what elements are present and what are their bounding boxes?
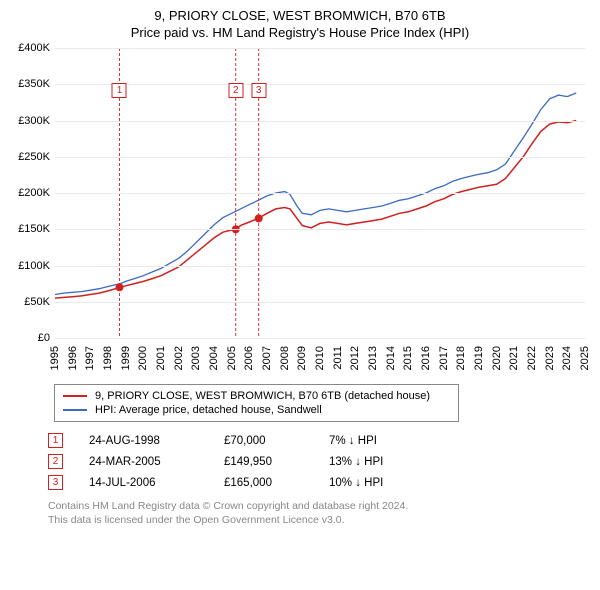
y-tick-label: £300K [10,115,50,127]
x-tick-label: 2010 [314,346,326,370]
gridline-h [55,193,585,194]
footer-line-2: This data is licensed under the Open Gov… [48,513,590,527]
y-tick-label: £150K [10,223,50,235]
title-block: 9, PRIORY CLOSE, WEST BROMWICH, B70 6TB … [10,8,590,40]
x-tick-label: 2002 [173,346,185,370]
x-tick-label: 2023 [544,346,556,370]
x-tick-label: 2011 [332,346,344,370]
sale-row-price: £70,000 [224,435,329,447]
gridline-h [55,338,585,339]
x-tick-label: 2009 [296,346,308,370]
y-tick-label: £250K [10,151,50,163]
sale-row-num: 2 [48,454,63,469]
sale-marker-box: 3 [251,83,266,98]
x-tick-label: 1997 [84,346,96,370]
sale-marker-point [115,283,123,291]
sale-row: 2 24-MAR-2005£149,95013% ↓ HPI [48,451,590,472]
y-tick-label: £200K [10,187,50,199]
legend-row: 9, PRIORY CLOSE, WEST BROMWICH, B70 6TB … [63,389,450,403]
sale-row-date: 14-JUL-2006 [89,477,224,489]
title-line-2: Price paid vs. HM Land Registry's House … [10,25,590,40]
chart-area: £0£50K£100K£150K£200K£250K£300K£350K£400… [10,48,590,378]
x-tick-label: 2019 [473,346,485,370]
y-tick-label: £350K [10,78,50,90]
x-tick-label: 2007 [261,346,273,370]
x-tick-label: 2022 [526,346,538,370]
x-tick-label: 1998 [102,346,114,370]
x-tick-label: 1996 [67,346,79,370]
sale-row-delta: 10% ↓ HPI [329,477,429,489]
x-tick-label: 2004 [208,346,220,370]
y-tick-label: £100K [10,260,50,272]
x-tick-label: 2016 [420,346,432,370]
sale-row-date: 24-AUG-1998 [89,435,224,447]
sale-marker-box: 2 [228,83,243,98]
legend-box: 9, PRIORY CLOSE, WEST BROMWICH, B70 6TB … [54,384,459,422]
sale-row-date: 24-MAR-2005 [89,456,224,468]
y-tick-label: £50K [10,296,50,308]
legend-swatch [63,395,87,397]
sale-marker-point [255,214,263,222]
x-tick-label: 2018 [455,346,467,370]
x-tick-label: 2001 [155,346,167,370]
sale-table: 1 24-AUG-1998£70,0007% ↓ HPI 2 24-MAR-2005£… [48,430,590,493]
x-tick-label: 1999 [120,346,132,370]
sale-row-num: 1 [48,433,63,448]
sale-row: 3 14-JUL-2006£165,00010% ↓ HPI [48,472,590,493]
gridline-h [55,84,585,85]
gridline-h [55,266,585,267]
title-line-1: 9, PRIORY CLOSE, WEST BROMWICH, B70 6TB [10,8,590,23]
x-tick-label: 2024 [561,346,573,370]
sale-row-num: 3 [48,475,63,490]
footer-line-1: Contains HM Land Registry data © Crown c… [48,499,590,513]
x-tick-label: 2014 [385,346,397,370]
x-tick-label: 2003 [190,346,202,370]
x-tick-label: 2008 [279,346,291,370]
sale-row-delta: 7% ↓ HPI [329,435,429,447]
x-tick-label: 2021 [508,346,520,370]
y-tick-label: £400K [10,42,50,54]
legend-row: HPI: Average price, detached house, Sand… [63,403,450,417]
series-line [55,121,576,299]
y-tick-label: £0 [10,332,50,344]
x-tick-label: 2020 [491,346,503,370]
sale-row-price: £165,000 [224,477,329,489]
sale-row-price: £149,950 [224,456,329,468]
sale-row-delta: 13% ↓ HPI [329,456,429,468]
gridline-h [55,121,585,122]
x-tick-label: 2006 [243,346,255,370]
x-tick-label: 2015 [402,346,414,370]
x-tick-label: 1995 [49,346,61,370]
x-tick-label: 2013 [367,346,379,370]
x-tick-label: 2017 [438,346,450,370]
x-tick-label: 2025 [579,346,591,370]
legend-swatch [63,409,87,411]
x-tick-label: 2000 [137,346,149,370]
gridline-h [55,157,585,158]
gridline-h [55,229,585,230]
page-container: 9, PRIORY CLOSE, WEST BROMWICH, B70 6TB … [0,0,600,527]
legend-label: HPI: Average price, detached house, Sand… [95,404,322,416]
sale-marker-box: 1 [112,83,127,98]
x-tick-label: 2005 [226,346,238,370]
gridline-h [55,48,585,49]
gridline-h [55,302,585,303]
footer-attribution: Contains HM Land Registry data © Crown c… [48,499,590,527]
legend-label: 9, PRIORY CLOSE, WEST BROMWICH, B70 6TB … [95,390,430,402]
x-tick-label: 2012 [349,346,361,370]
sale-row: 1 24-AUG-1998£70,0007% ↓ HPI [48,430,590,451]
